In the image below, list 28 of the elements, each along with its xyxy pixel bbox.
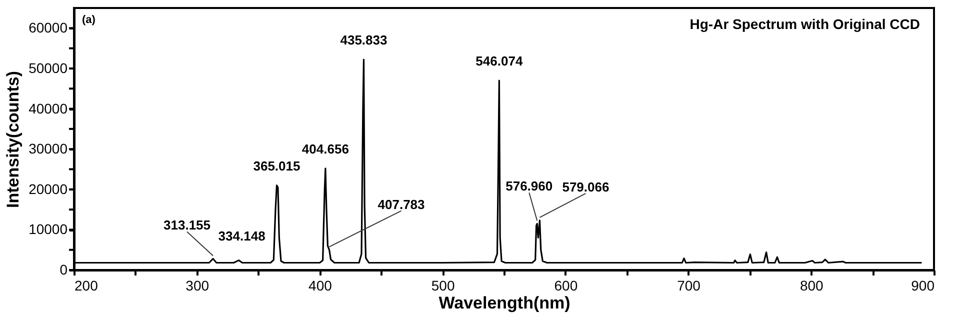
y-axis-title: Intensity(counts)	[4, 71, 23, 208]
x-tick-label: 300	[186, 278, 210, 294]
annotation: (a)	[82, 14, 96, 26]
x-tick-label: 700	[677, 278, 701, 294]
annotation: 435.833	[340, 32, 388, 48]
x-tick-label: 600	[554, 278, 578, 294]
text: Hg-Ar Spectrum with Original CCD	[690, 16, 920, 32]
y-tick-label: 30000	[28, 140, 68, 157]
y-tick-label: 20000	[28, 180, 68, 197]
x-tick-label: 500	[431, 278, 455, 294]
annotation: 404.656	[302, 141, 349, 156]
x-tick-label: 400	[308, 278, 332, 294]
x-tick-label: 200	[74, 278, 98, 294]
annotation: 407.783	[378, 196, 425, 212]
y-tick-label: 40000	[28, 100, 68, 116]
y-tick-label: 0	[60, 262, 68, 278]
y-tick-label: 50000	[28, 60, 68, 76]
annotation: 546.074	[476, 54, 524, 69]
annotation: 576.960	[506, 178, 553, 194]
annotation: 579.066	[562, 179, 610, 194]
annotation: 334.148	[218, 228, 266, 244]
y-tick-label: 10000	[28, 221, 68, 238]
x-axis-title: Wavelength(nm)	[438, 294, 570, 312]
annotation: 365.015	[253, 158, 300, 174]
y-tick-label: 60000	[28, 20, 68, 36]
annotation: 313.155	[164, 218, 211, 233]
x-tick-label: 800	[800, 278, 824, 294]
x-tick-label: 900	[911, 278, 935, 294]
